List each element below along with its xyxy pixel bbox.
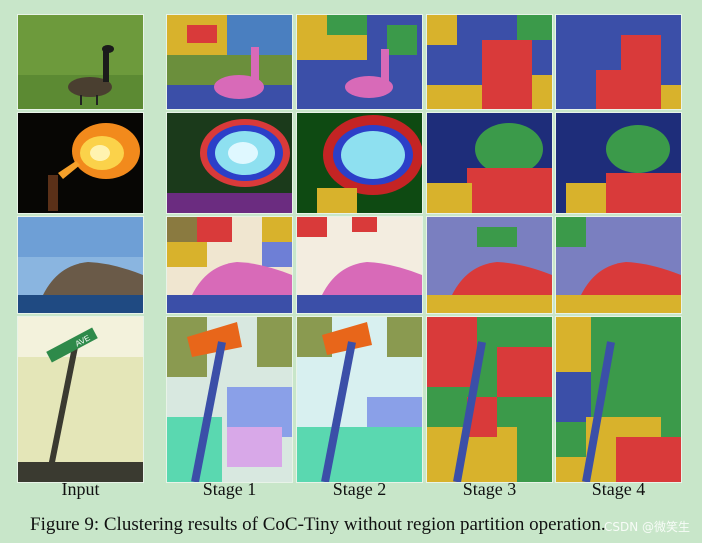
stage4-cliff (555, 216, 682, 314)
stage1-street-sign (166, 316, 293, 483)
input-image-street-sign: AVE (17, 316, 144, 483)
input-image-fire (17, 112, 144, 214)
stage2-street-sign (296, 316, 423, 483)
stage3-fire (426, 112, 553, 214)
column-label-stage-3: Stage 3 (462, 479, 517, 499)
figure-caption: Figure 9: Clustering results of CoC-Tiny… (30, 514, 606, 535)
input-image-goose (17, 14, 144, 110)
stage4-street-sign (555, 316, 682, 483)
input-image-cliff (17, 216, 144, 314)
column-label-stage-2: Stage 2 (332, 479, 387, 499)
stage1-fire (166, 112, 293, 214)
stage4-fire (555, 112, 682, 214)
stage2-cliff (296, 216, 423, 314)
stage3-cliff (426, 216, 553, 314)
stage3-street-sign (426, 316, 553, 483)
stage4-goose (555, 14, 682, 110)
column-label-stage-4: Stage 4 (591, 479, 646, 499)
stage1-goose (166, 14, 293, 110)
watermark: CSDN @微笑生 (603, 520, 690, 534)
stage3-goose (426, 14, 553, 110)
column-label-stage-1: Stage 1 (202, 479, 257, 499)
stage1-cliff (166, 216, 293, 314)
stage2-goose (296, 14, 423, 110)
stage2-fire (296, 112, 423, 214)
column-label-input: Input (61, 479, 100, 499)
